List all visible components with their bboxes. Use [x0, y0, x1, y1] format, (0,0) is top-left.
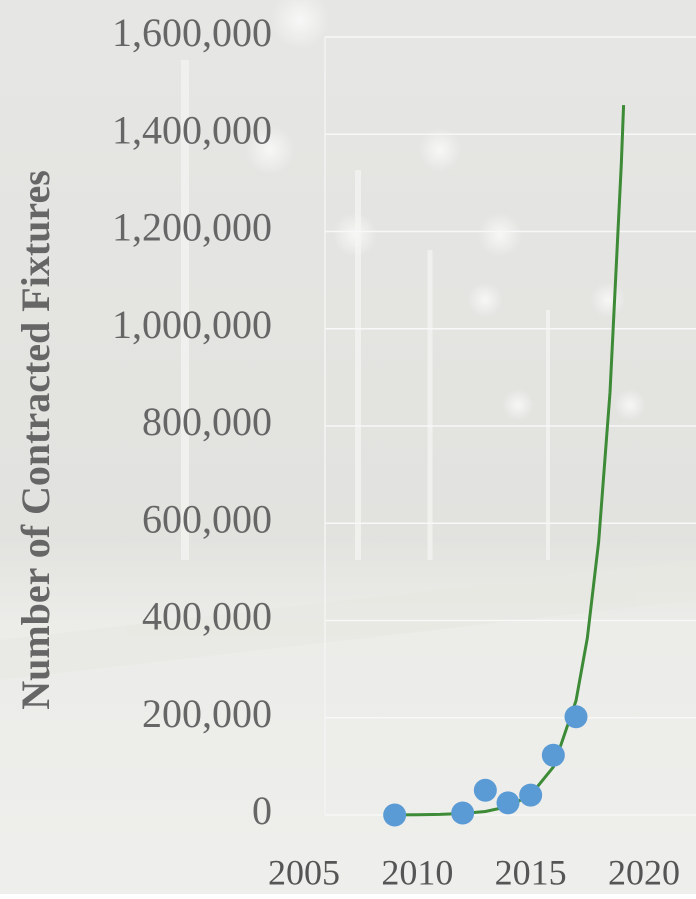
y-tick-label: 1,400,000: [112, 107, 272, 152]
y-tick-label: 400,000: [142, 594, 272, 639]
data-point: [473, 778, 497, 802]
data-point: [541, 743, 565, 767]
x-tick-label: 2010: [381, 852, 453, 892]
x-tick-label: 2015: [495, 852, 567, 892]
y-tick-label: 200,000: [142, 691, 272, 736]
x-tick-label: 2020: [608, 852, 680, 892]
data-point: [451, 801, 475, 825]
x-tick-label: 2005: [268, 852, 340, 892]
y-tick-label: 1,200,000: [112, 205, 272, 250]
trendline: [394, 105, 626, 817]
data-point: [519, 783, 543, 807]
y-tick-label: 0: [252, 788, 272, 833]
data-point: [496, 791, 520, 815]
data-point: [383, 803, 407, 827]
y-tick-label: 1,000,000: [112, 302, 272, 347]
y-tick-label: 600,000: [142, 496, 272, 541]
y-axis-title: Number of Contracted Fixtures: [13, 170, 58, 710]
street-lights: [0, 0, 696, 680]
y-tick-label: 800,000: [142, 399, 272, 444]
data-point: [564, 705, 588, 729]
y-tick-label: 1,600,000: [112, 10, 272, 55]
